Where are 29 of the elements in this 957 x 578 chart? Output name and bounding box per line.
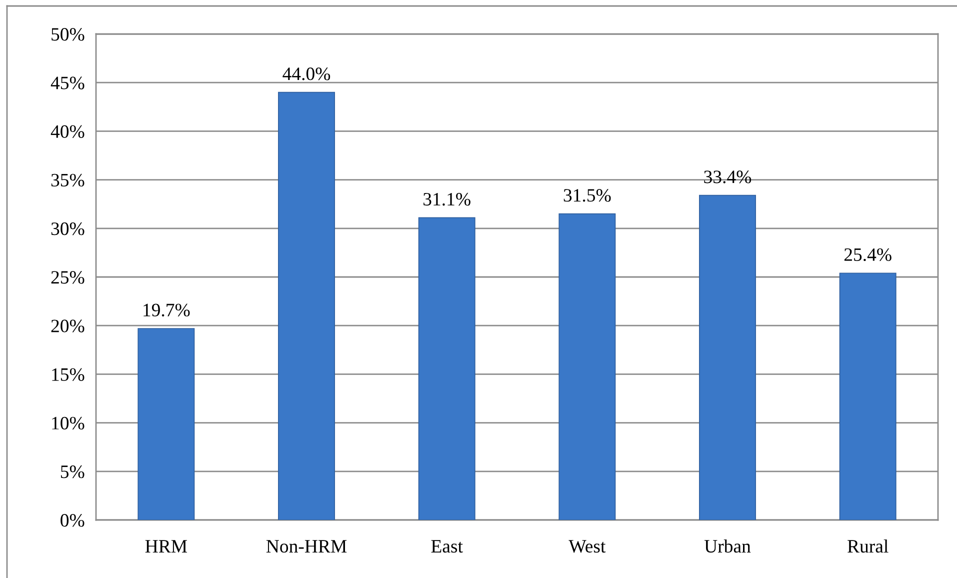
x-tick-label: Rural [848,539,888,553]
x-tick-label: HRM [145,540,187,552]
y-tick-label: 45% [50,76,84,90]
y-tick-label: 40% [50,125,84,138]
bar [558,213,616,520]
y-tick-label: 25% [51,271,84,284]
data-label: 31.1% [424,192,470,206]
bar [278,92,335,520]
x-tick-label: Non-HRM [266,540,347,553]
bar [418,217,476,520]
y-tick-label: 20% [51,320,84,332]
data-label: 25.4% [844,248,892,262]
bar [138,328,195,520]
y-tick-label: 50% [52,28,84,41]
x-tick-label: East [431,540,463,553]
data-label: 31.5% [564,189,611,202]
bar [839,272,896,520]
data-label: 19.7% [144,304,190,316]
x-tick-label: West [568,540,606,553]
x-tick-label: Urban [704,539,751,553]
y-tick-label: 30% [51,222,84,236]
y-tick-label: 15% [52,368,84,381]
y-tick-label: 0% [60,514,84,527]
y-tick-label: 5% [60,465,84,478]
bar [699,194,756,520]
y-tick-label: 10% [52,416,84,430]
data-label: 33.4% [704,170,752,184]
data-label: 44.0% [282,68,330,80]
y-tick-label: 35% [51,174,84,187]
